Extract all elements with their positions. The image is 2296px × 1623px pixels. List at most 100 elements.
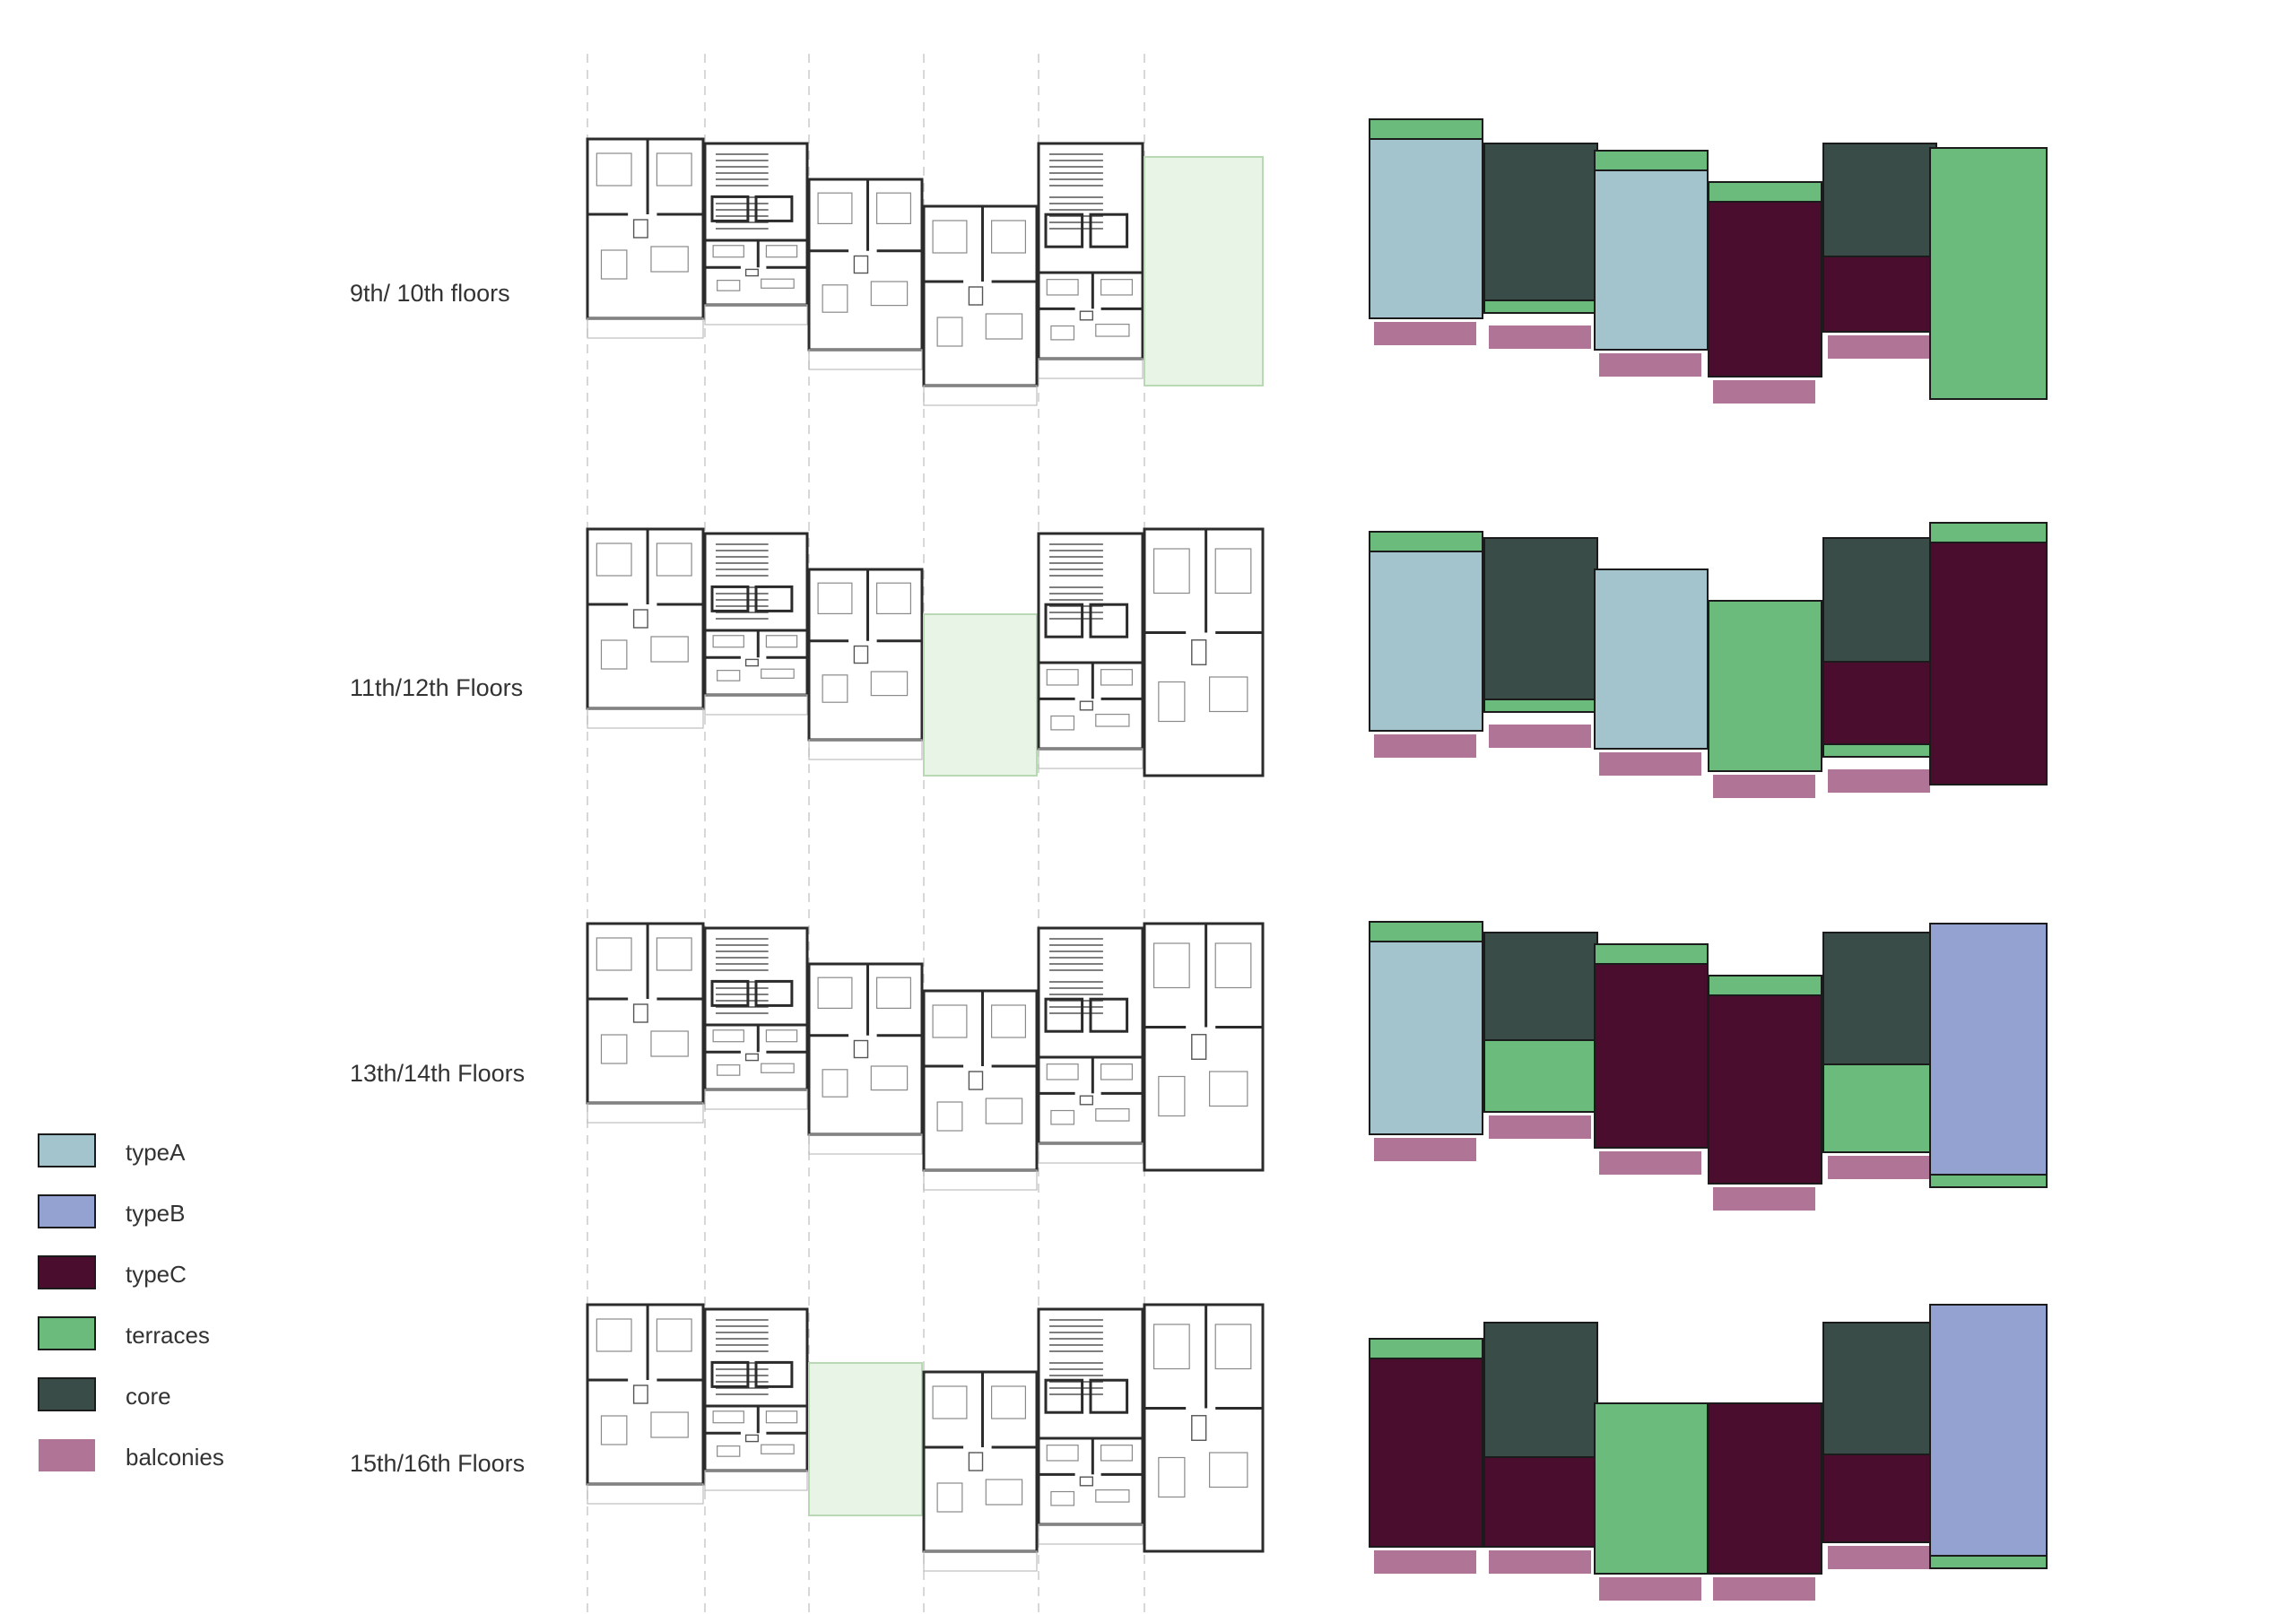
apartment-outline: [586, 527, 705, 710]
floor-plan: [586, 922, 1265, 1191]
bed-furniture: [656, 542, 692, 577]
legend-swatch-core: [38, 1377, 96, 1411]
typology-schemes: [1369, 118, 2048, 1601]
sofa-furniture: [650, 1030, 689, 1057]
table-furniture: [1158, 681, 1186, 723]
bed-furniture: [1152, 942, 1190, 989]
balcony-outline: [704, 304, 808, 325]
terrace-block: [1929, 522, 2048, 545]
core-block: [1822, 932, 1937, 1065]
terrace-block: [1929, 1174, 2048, 1188]
legend-swatch-typeC: [38, 1255, 96, 1289]
balcony-block: [1489, 1550, 1591, 1574]
bed-furniture: [1214, 1324, 1252, 1370]
bed-furniture: [765, 635, 798, 648]
terrace-block: [1369, 118, 1483, 142]
core-outline: [1037, 532, 1144, 664]
typology-column: [1929, 1304, 2048, 1569]
bed-furniture: [656, 937, 692, 971]
apartment-outline: [703, 1023, 809, 1091]
bed-furniture: [875, 192, 911, 224]
bed-furniture: [932, 1004, 968, 1038]
bed-furniture: [596, 937, 632, 971]
bed-furniture: [1214, 548, 1252, 595]
balcony-block: [1713, 380, 1815, 404]
table-furniture: [717, 1064, 741, 1076]
sofa-furniture: [1095, 713, 1130, 727]
apartment-outline: [807, 178, 924, 352]
balcony-outline: [1038, 358, 1144, 379]
bathroom-fixture: [744, 1434, 759, 1443]
bed-furniture: [1046, 1445, 1079, 1462]
bathroom-fixture: [744, 1053, 759, 1062]
balcony-outline: [923, 1169, 1038, 1191]
sofa-furniture: [985, 1479, 1023, 1506]
sofa-furniture: [650, 1411, 689, 1438]
balcony-outline: [587, 1102, 704, 1124]
typeC-block: [1483, 1456, 1598, 1548]
bathroom-fixture: [1079, 1476, 1094, 1487]
table-furniture: [600, 1415, 628, 1445]
typeC-block: [1822, 256, 1937, 333]
core-outline: [703, 926, 809, 1027]
elevator-shaft: [1044, 213, 1084, 248]
elevator-shaft: [754, 585, 794, 612]
floor-label-11-12: 11th/12th Floors: [350, 674, 523, 701]
apartment-outline: [703, 629, 809, 697]
floor-label-15-16: 15th/16th Floors: [350, 1450, 525, 1477]
balcony-block: [1374, 734, 1476, 758]
balcony-outline: [1038, 748, 1144, 769]
apartment-outline: [586, 137, 705, 320]
legend-label-balconies: balconies: [126, 1444, 224, 1471]
bed-furniture: [712, 1410, 744, 1424]
sofa-furniture: [761, 1444, 795, 1454]
balcony-block: [1828, 1156, 1930, 1179]
typology-column: [1929, 923, 2048, 1188]
balcony-block: [1828, 1546, 1930, 1569]
bed-furniture: [932, 220, 968, 254]
typeA-block: [1594, 169, 1709, 351]
bathroom-fixture: [1079, 1095, 1094, 1106]
bathroom-fixture: [1191, 1034, 1207, 1060]
typology-column: [1708, 600, 1822, 798]
elevator-shaft: [754, 1360, 794, 1388]
terraces-block: [1929, 147, 2048, 400]
balcony-outline: [1038, 1142, 1144, 1164]
bed-furniture: [990, 220, 1026, 254]
typology-column: [1483, 1322, 1598, 1574]
bed-furniture: [1046, 279, 1079, 296]
apartment-outline: [922, 1370, 1039, 1553]
core-block: [1483, 537, 1598, 700]
apartment-outline: [807, 962, 924, 1136]
bed-furniture: [656, 152, 692, 187]
table-furniture: [1158, 1075, 1186, 1117]
bathroom-fixture: [632, 1384, 648, 1404]
sofa-furniture: [1208, 1452, 1248, 1488]
typeA-block: [1369, 551, 1483, 732]
typology-column: [1708, 1402, 1822, 1601]
bathroom-fixture: [744, 658, 759, 667]
terraces-block: [1483, 1039, 1598, 1113]
typology-column: [1822, 1322, 1937, 1569]
floor-labels: 9th/ 10th floors 11th/12th Floors 13th/1…: [350, 280, 525, 1477]
table-furniture: [1050, 325, 1075, 341]
bathroom-fixture: [632, 609, 648, 629]
table-furniture: [1050, 1490, 1075, 1506]
terraces-block: [1708, 600, 1822, 772]
floor-plan: [586, 137, 1264, 406]
table-furniture: [717, 1445, 741, 1457]
balcony-outline: [1038, 1523, 1144, 1545]
table-furniture: [822, 674, 848, 703]
bathroom-fixture: [1191, 639, 1207, 665]
apartment-outline: [1143, 922, 1265, 1172]
apartment-outline: [586, 922, 705, 1105]
core-block: [1483, 143, 1598, 301]
table-furniture: [936, 1101, 963, 1132]
apartment-outline: [1037, 271, 1144, 360]
typology-column: [1483, 537, 1598, 748]
apartment-outline: [586, 1303, 705, 1486]
sofa-furniture: [870, 671, 909, 697]
terrace-block: [1708, 975, 1822, 998]
typology-column: [1369, 118, 1483, 345]
